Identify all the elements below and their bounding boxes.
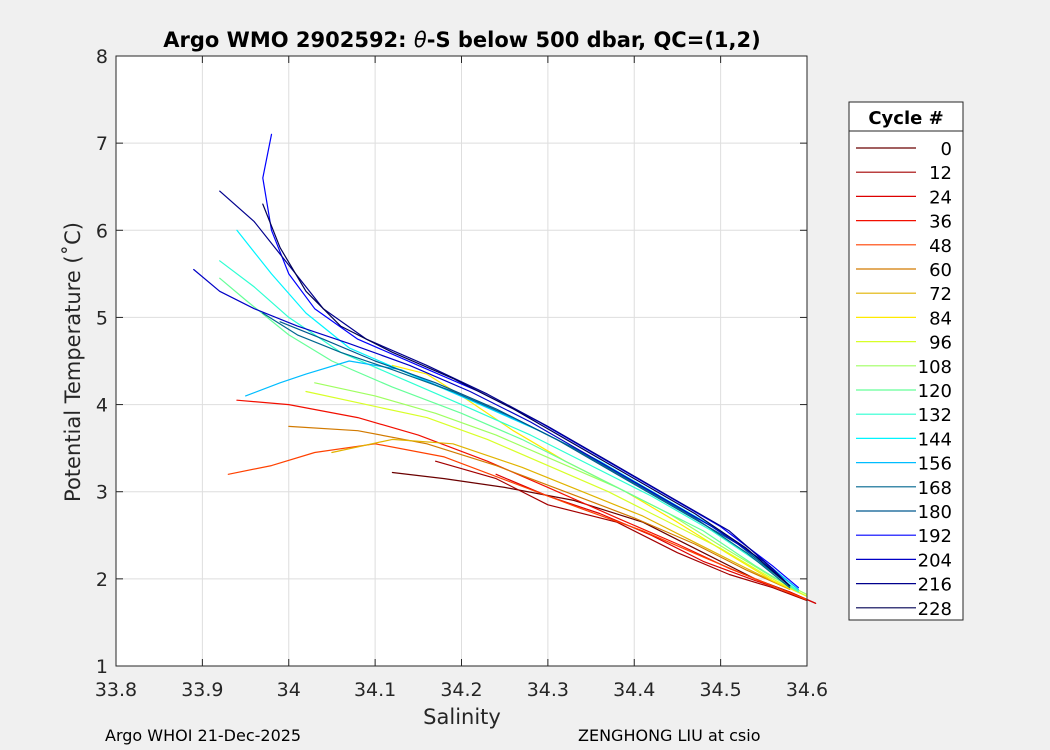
y-tick-label: 5: [96, 307, 108, 329]
legend-label: 144: [918, 429, 952, 450]
x-tick-label: 34.3: [527, 679, 569, 701]
legend-label: 216: [918, 575, 952, 596]
legend: Cycle # 0 12 24 36 48 60 72 84 96 108 120 132 144 156…: [848, 101, 964, 621]
x-tick-label: 34.1: [354, 679, 396, 701]
x-tick-label: 34.5: [699, 679, 741, 701]
series-line-cycle-12: [435, 460, 808, 602]
y-axis-label: Potential Temperature (˚C): [61, 222, 85, 502]
y-tick-label: 1: [96, 656, 108, 678]
x-tick-label: 33.9: [181, 679, 223, 701]
legend-label: 168: [918, 478, 952, 499]
x-axis-label: Salinity: [423, 705, 501, 729]
chart-title-theta: θ: [414, 28, 427, 52]
legend-label: 204: [918, 550, 952, 571]
y-tick-label: 4: [96, 395, 108, 417]
series-line-cycle-48: [227, 443, 808, 601]
series-layer: [193, 133, 817, 604]
y-tick-label: 2: [96, 569, 108, 591]
series-line-cycle-72: [331, 438, 791, 590]
series-line-cycle-132: [219, 260, 800, 592]
y-axis-ticks: 1 2 3 4 5 6 7 8: [96, 46, 807, 678]
series-line-cycle-180: [279, 321, 791, 587]
chart-title: Argo WMO 2902592: θ-S below 500 dbar, QC…: [163, 28, 760, 52]
legend-label: 72: [929, 284, 952, 305]
legend-label: 156: [918, 454, 952, 475]
series-line-cycle-204: [193, 268, 791, 587]
footer-right: ZENGHONG LIU at csio: [578, 726, 760, 745]
series-line-cycle-60: [288, 425, 791, 590]
series-line-cycle-228: [262, 203, 791, 587]
footer-left: Argo WHOI 21-Dec-2025: [105, 726, 301, 745]
legend-label: 48: [929, 236, 952, 257]
y-tick-label: 6: [96, 220, 108, 242]
legend-items: 0 12 24 36 48 60 72 84 96 108 120 132 144 156 168 180 19…: [856, 139, 952, 620]
legend-label: 228: [918, 599, 952, 620]
legend-box: [848, 101, 964, 621]
y-tick-label: 7: [96, 133, 108, 155]
legend-label: 132: [918, 405, 952, 426]
legend-label: 84: [929, 308, 952, 329]
y-tick-label: 3: [96, 482, 108, 504]
series-line-cycle-96: [305, 390, 808, 597]
legend-label: 24: [929, 187, 952, 208]
legend-label: 120: [918, 381, 952, 402]
y-tick-label: 8: [96, 46, 108, 68]
legend-label: 60: [929, 260, 952, 281]
series-line-cycle-120: [219, 277, 800, 593]
x-tick-label: 34.6: [786, 679, 828, 701]
legend-label: 12: [929, 163, 952, 184]
series-line-cycle-108: [314, 382, 808, 596]
legend-label: 96: [929, 333, 952, 354]
series-line-cycle-216: [219, 190, 791, 587]
x-tick-label: 34.2: [440, 679, 482, 701]
x-tick-label: 34.4: [613, 679, 655, 701]
x-tick-label: 33.8: [95, 679, 137, 701]
chart-title-suffix: -S below 500 dbar, QC=(1,2): [427, 28, 761, 52]
x-axis-ticks: 33.8 33.9 34 34.1 34.2 34.3 34.4 34.5 34.6: [95, 56, 828, 701]
legend-label: 192: [918, 526, 952, 547]
legend-label: 36: [929, 212, 952, 233]
legend-label: 180: [918, 502, 952, 523]
legend-title: Cycle #: [868, 108, 943, 129]
chart-title-prefix: Argo WMO 2902592:: [163, 28, 414, 52]
legend-label: 0: [941, 139, 952, 160]
x-tick-label: 34: [277, 679, 301, 701]
legend-label: 108: [918, 357, 952, 378]
